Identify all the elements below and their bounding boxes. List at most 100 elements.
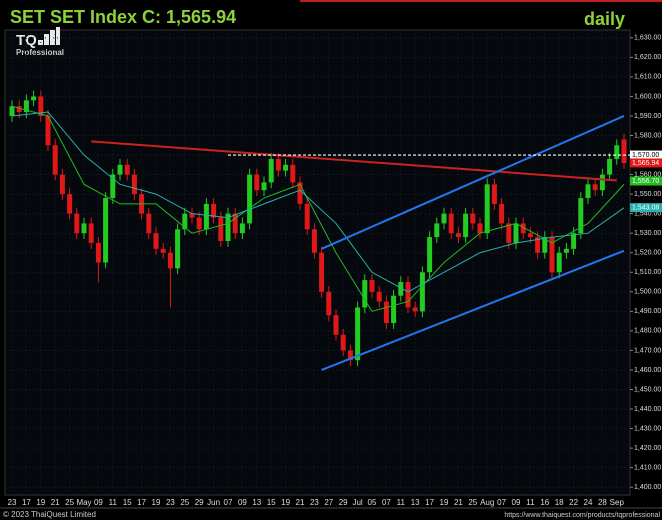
y-tick-label: 1,630.00 xyxy=(634,35,661,42)
candle-body xyxy=(326,291,332,316)
candle-body xyxy=(189,213,195,218)
candle-body xyxy=(304,203,310,230)
x-tick-label: 24 xyxy=(584,498,593,507)
candle-body xyxy=(268,158,274,183)
x-tick-label: 23 xyxy=(166,498,175,507)
x-tick-label: 17 xyxy=(22,498,31,507)
candle-body xyxy=(88,223,94,243)
moving-average xyxy=(11,105,625,312)
candle-body xyxy=(383,301,389,324)
candle-body xyxy=(247,174,253,224)
x-tick-label: 11 xyxy=(109,498,118,507)
x-tick-label: 21 xyxy=(296,498,305,507)
x-tick-label: 25 xyxy=(180,498,189,507)
candle-body xyxy=(103,198,109,263)
x-tick-label: 13 xyxy=(252,498,261,507)
candle-body xyxy=(232,213,238,234)
y-tick-label: 1,520.00 xyxy=(634,250,661,257)
candle-body xyxy=(362,280,368,308)
candle-body xyxy=(398,282,404,296)
x-tick-label: 23 xyxy=(310,498,319,507)
candle-body xyxy=(434,223,440,238)
price-tag xyxy=(630,203,662,213)
y-tick-label: 1,530.00 xyxy=(634,230,661,237)
y-tick-label: 1,480.00 xyxy=(634,328,661,335)
x-tick-label: Jun xyxy=(207,498,220,507)
candle-body xyxy=(160,248,166,253)
y-tick-label: 1,500.00 xyxy=(634,289,661,296)
x-tick-label: 19 xyxy=(152,498,161,507)
period-label: daily xyxy=(584,9,625,29)
x-tick-label: 07 xyxy=(224,498,233,507)
candle-body xyxy=(196,217,202,230)
trendline xyxy=(321,249,625,371)
candle-body xyxy=(95,242,101,263)
candle-body xyxy=(311,229,317,253)
candle-body xyxy=(535,237,541,253)
y-tick-label: 1,600.00 xyxy=(634,93,661,100)
x-tick-label: 07 xyxy=(382,498,391,507)
footer-right: https://www.thaiquest.com/products/tqpro… xyxy=(504,512,660,519)
x-tick-label: Jul xyxy=(352,498,362,507)
candle-body xyxy=(355,307,361,361)
candle-body xyxy=(59,174,65,195)
y-tick-label: 1,560.00 xyxy=(634,171,661,178)
candle-body xyxy=(211,203,217,218)
candle-body xyxy=(463,213,469,238)
candle-body xyxy=(297,182,303,204)
x-tick-label: May xyxy=(76,498,91,507)
candle-body xyxy=(621,139,627,163)
candle-body xyxy=(52,145,58,175)
candle-body xyxy=(405,282,411,308)
x-tick-label: 09 xyxy=(512,498,521,507)
footer-left: © 2023 ThaiQuest Limited xyxy=(3,510,96,519)
candle-body xyxy=(419,272,425,312)
x-tick-label: 18 xyxy=(555,498,564,507)
price-tag-label: 1,543.08 xyxy=(632,204,659,211)
price-tag-label: 1,556.70 xyxy=(632,178,659,185)
y-tick-label: 1,440.00 xyxy=(634,406,661,413)
y-tick-label: 1,460.00 xyxy=(634,367,661,374)
candle-body xyxy=(81,223,87,234)
candle-body xyxy=(340,334,346,351)
x-tick-label: Sep xyxy=(610,498,625,507)
candle-body xyxy=(592,184,598,191)
y-tick-label: 1,510.00 xyxy=(634,269,661,276)
candle-body xyxy=(110,174,116,199)
candle-body xyxy=(441,213,447,224)
price-tag xyxy=(630,150,662,160)
y-tick-label: 1,610.00 xyxy=(634,74,661,81)
x-tick-label: 17 xyxy=(425,498,434,507)
candle-body xyxy=(571,233,577,249)
y-tick-label: 1,580.00 xyxy=(634,132,661,139)
candle-body xyxy=(614,145,620,159)
candle-body xyxy=(599,174,605,191)
price-tag xyxy=(630,158,662,168)
x-tick-label: 19 xyxy=(36,498,45,507)
candle-body xyxy=(455,233,461,238)
candle-body xyxy=(506,223,512,243)
candle-body xyxy=(333,315,339,335)
candle-body xyxy=(484,184,490,234)
x-tick-label: 09 xyxy=(238,498,247,507)
candle-body xyxy=(477,223,483,234)
candle-body xyxy=(290,164,296,183)
y-tick-label: 1,590.00 xyxy=(634,113,661,120)
x-tick-label: 05 xyxy=(368,498,377,507)
candle-body xyxy=(520,223,526,234)
x-tick-label: 16 xyxy=(540,498,549,507)
x-tick-label: 25 xyxy=(65,498,74,507)
trendline xyxy=(321,115,625,250)
x-tick-label: 15 xyxy=(123,498,132,507)
x-tick-label: 22 xyxy=(569,498,578,507)
price-tag-label: 1,565.94 xyxy=(632,160,659,167)
x-tick-label: 13 xyxy=(411,498,420,507)
candle-body xyxy=(556,252,562,273)
candle-body xyxy=(38,96,44,116)
candle-body xyxy=(9,106,15,116)
x-tick-label: Aug xyxy=(480,498,494,507)
candle-body xyxy=(275,158,281,171)
candle-body xyxy=(527,233,533,238)
candle-body xyxy=(261,182,267,191)
x-tick-label: 11 xyxy=(397,498,406,507)
